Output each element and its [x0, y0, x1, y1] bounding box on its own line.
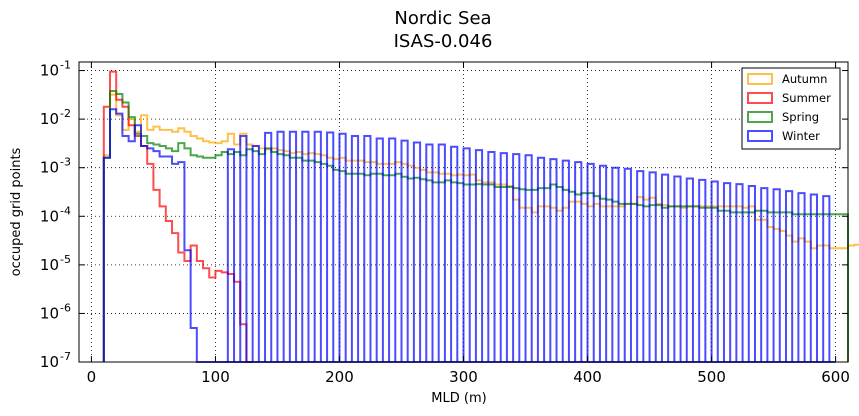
legend-swatch-spring	[747, 111, 773, 123]
legend-swatch-summer	[747, 92, 773, 104]
plot-area	[102, 70, 859, 363]
y-axis: 10-710-610-510-410-310-210-1	[40, 59, 848, 371]
x-tick-label: 300	[449, 368, 478, 386]
y-tick-exponent: -3	[60, 156, 71, 169]
y-tick-label: 10	[40, 256, 59, 274]
x-tick-label: 0	[87, 368, 97, 386]
series-summer	[102, 70, 253, 363]
legend-swatch-winter	[747, 130, 773, 142]
chart-title: Nordic Sea	[394, 8, 491, 29]
legend-swatch-autumn	[747, 73, 773, 85]
chart-subtitle: ISAS-0.046	[394, 31, 493, 52]
x-tick-label: 500	[697, 368, 726, 386]
y-tick-label: 10	[40, 207, 59, 225]
y-tick-label: 10	[40, 304, 59, 322]
y-axis-label: occuped grid points	[9, 147, 24, 276]
x-tick-label: 200	[325, 368, 354, 386]
x-axis-label: MLD (m)	[431, 391, 486, 406]
x-tick-label: 100	[201, 368, 230, 386]
y-tick-label: 10	[40, 110, 59, 128]
y-tick-exponent: -5	[60, 253, 71, 266]
y-tick-exponent: -4	[60, 204, 71, 217]
y-tick-label: 10	[40, 353, 59, 371]
legend: Autumn Summer Spring Winter	[741, 67, 841, 150]
y-tick-exponent: -1	[60, 59, 71, 72]
y-tick-label: 10	[40, 159, 59, 177]
y-tick-exponent: -2	[60, 107, 71, 120]
legend-label-summer: Summer	[782, 91, 831, 105]
legend-box	[741, 67, 841, 150]
series-winter-comb	[226, 130, 831, 362]
legend-label-winter: Winter	[782, 129, 820, 143]
x-axis: 0 100 200 300 400 500 600	[87, 62, 850, 386]
y-tick-label: 10	[40, 62, 59, 80]
legend-label-autumn: Autumn	[782, 72, 827, 86]
x-tick-label: 600	[821, 368, 850, 386]
y-tick-exponent: -6	[60, 301, 71, 314]
y-tick-exponent: -7	[60, 350, 71, 363]
legend-label-spring: Spring	[782, 110, 819, 124]
x-tick-label: 400	[573, 368, 602, 386]
series-spring	[102, 89, 849, 362]
